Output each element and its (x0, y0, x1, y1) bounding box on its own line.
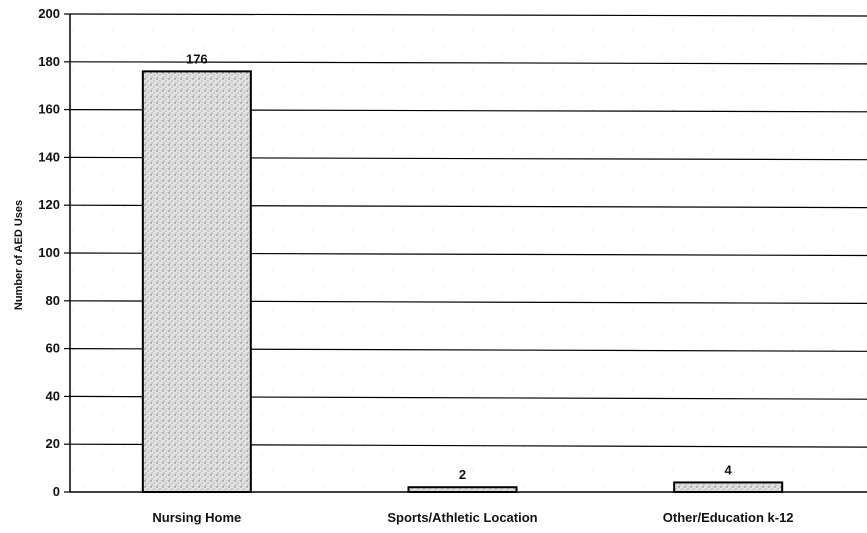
data-label-0: 176 (186, 51, 208, 66)
y-tick-label-80: 80 (46, 293, 60, 308)
x-category-label-1: Sports/Athletic Location (387, 510, 537, 525)
y-tick-label-180: 180 (38, 54, 60, 69)
labels: 176 Nursing Home 2 Sports/Athletic Location… (152, 51, 793, 525)
data-label-2: 4 (725, 462, 733, 477)
y-tick-label-200: 200 (38, 6, 60, 21)
y-tick-label-40: 40 (46, 388, 60, 403)
y-tick-label-0: 0 (53, 484, 60, 499)
data-label-1: 2 (459, 467, 466, 482)
gridline-200 (69, 13, 867, 17)
y-tick-label-60: 60 (46, 341, 60, 356)
y-tick-label-140: 140 (38, 149, 60, 164)
bar-other-education-k-12 (673, 481, 784, 494)
x-category-label-0: Nursing Home (152, 510, 241, 525)
axes: 0 20 40 60 80 100 120 140 160 180 200 (38, 6, 867, 499)
y-tick-label-100: 100 (38, 245, 60, 260)
y-axis-title: Number of AED Uses (13, 200, 25, 310)
bars (141, 70, 784, 494)
x-category-label-2: Other/Education k-12 (663, 510, 794, 525)
bar-nursing-home (141, 70, 252, 494)
y-tick-label-20: 20 (46, 436, 60, 451)
y-tick-label-160: 160 (38, 102, 60, 117)
gridline-180 (69, 61, 867, 65)
y-tick-label-120: 120 (38, 197, 60, 212)
